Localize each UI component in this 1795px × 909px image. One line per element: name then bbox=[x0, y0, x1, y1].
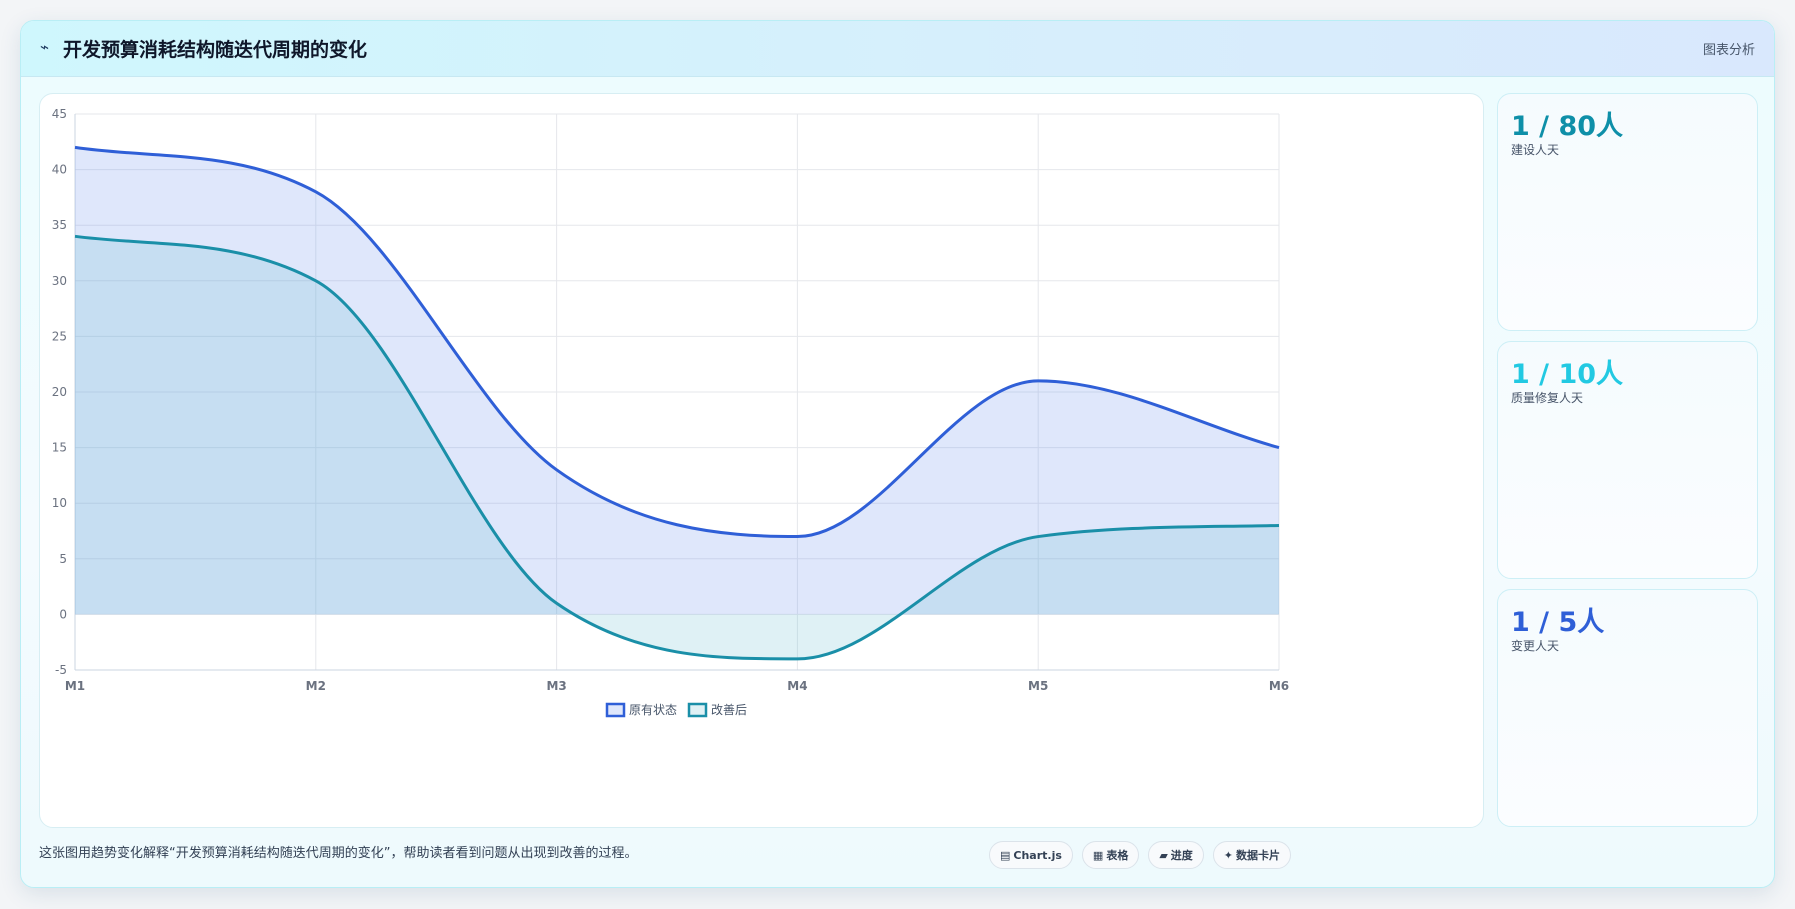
stat-value: 1 / 80人 bbox=[1511, 111, 1624, 142]
x-tick-label: M5 bbox=[1028, 679, 1048, 693]
card-header: ⌁ 开发预算消耗结构随迭代周期的变化 图表分析 bbox=[21, 21, 1774, 77]
y-tick-label: 20 bbox=[52, 385, 67, 399]
y-tick-label: 30 bbox=[52, 274, 67, 288]
legend-swatch-2 bbox=[687, 702, 708, 718]
chart-panel: -5 0 5 10 15 20 25 30 35 40 45 M1 M2 M3 M4 M5 M6 原有状态 改善后 bbox=[39, 93, 1484, 828]
chip-label: 数据卡片 bbox=[1236, 849, 1281, 862]
y-tick-label: 45 bbox=[52, 107, 67, 121]
x-tick-label: M4 bbox=[787, 679, 807, 693]
y-tick-label: 40 bbox=[52, 163, 67, 177]
progress-icon: ▰ bbox=[1159, 848, 1168, 862]
area-chart: -5 0 5 10 15 20 25 30 35 40 45 M1 M2 M3 M4 M5 M6 原有状态 改善后 bbox=[52, 107, 1289, 718]
stat-card-change: 1 / 5人 变更人天 bbox=[1497, 589, 1758, 827]
x-tick-label: M6 bbox=[1269, 679, 1289, 693]
chip-label: Chart.js bbox=[1013, 848, 1062, 862]
stat-card-quality: 1 / 10人 质量修复人天 bbox=[1497, 341, 1758, 579]
chip-row: ▤ Chart.js ▦ 表格 ▰ 进度 ✦ 数据卡片 bbox=[989, 841, 1292, 869]
stat-card-build: 1 / 80人 建设人天 bbox=[1497, 93, 1758, 331]
y-tick-label: 0 bbox=[59, 607, 67, 621]
chip-progress[interactable]: ▰ 进度 bbox=[1148, 841, 1204, 869]
chip-chartjs[interactable]: ▤ Chart.js bbox=[989, 841, 1073, 869]
y-tick-label: 10 bbox=[52, 496, 67, 510]
legend-label-1: 原有状态 bbox=[629, 703, 677, 717]
series-2-line bbox=[74, 234, 1280, 661]
y-tick-label: -5 bbox=[55, 663, 67, 677]
legend-label-2: 改善后 bbox=[711, 702, 747, 717]
chart-analysis-label: 图表分析 bbox=[1702, 43, 1755, 58]
y-tick-label: 5 bbox=[59, 552, 67, 566]
table-icon: ▦ bbox=[1092, 848, 1104, 862]
y-tick-label: 25 bbox=[52, 329, 67, 343]
series-1-area bbox=[75, 147, 1279, 615]
stat-value: 1 / 5人 bbox=[1511, 607, 1605, 638]
page-title: 开发预算消耗结构随迭代周期的变化 bbox=[63, 39, 368, 61]
series-1-line bbox=[74, 145, 1280, 539]
stat-label: 质量修复人天 bbox=[1511, 391, 1584, 405]
chart-caption: 这张图用趋势变化解释“开发预算消耗结构随迭代周期的变化”，帮助读者看到问题从出现… bbox=[39, 846, 638, 861]
dashboard-card: ⌁ 开发预算消耗结构随迭代周期的变化 图表分析 -5 0 5 10 15 20 25 30 35… bbox=[20, 20, 1775, 888]
chip-table[interactable]: ▦ 表格 bbox=[1081, 841, 1140, 869]
legend-swatch-1 bbox=[605, 702, 626, 718]
wave-icon: ⌁ bbox=[40, 38, 50, 56]
x-tick-label: M2 bbox=[306, 679, 326, 693]
x-tick-label: M1 bbox=[65, 679, 85, 693]
stat-label: 建设人天 bbox=[1511, 143, 1560, 157]
x-tick-label: M3 bbox=[546, 679, 566, 693]
stat-label: 变更人天 bbox=[1511, 639, 1560, 653]
chip-label: 表格 bbox=[1106, 849, 1129, 862]
chart-icon: ▤ bbox=[1000, 848, 1011, 862]
y-tick-label: 15 bbox=[52, 441, 67, 455]
chip-label: 进度 bbox=[1170, 849, 1193, 862]
stat-value: 1 / 10人 bbox=[1511, 359, 1624, 390]
y-tick-label: 35 bbox=[52, 218, 67, 232]
chip-data-cards[interactable]: ✦ 数据卡片 bbox=[1212, 841, 1292, 869]
sparkle-icon: ✦ bbox=[1223, 848, 1234, 862]
